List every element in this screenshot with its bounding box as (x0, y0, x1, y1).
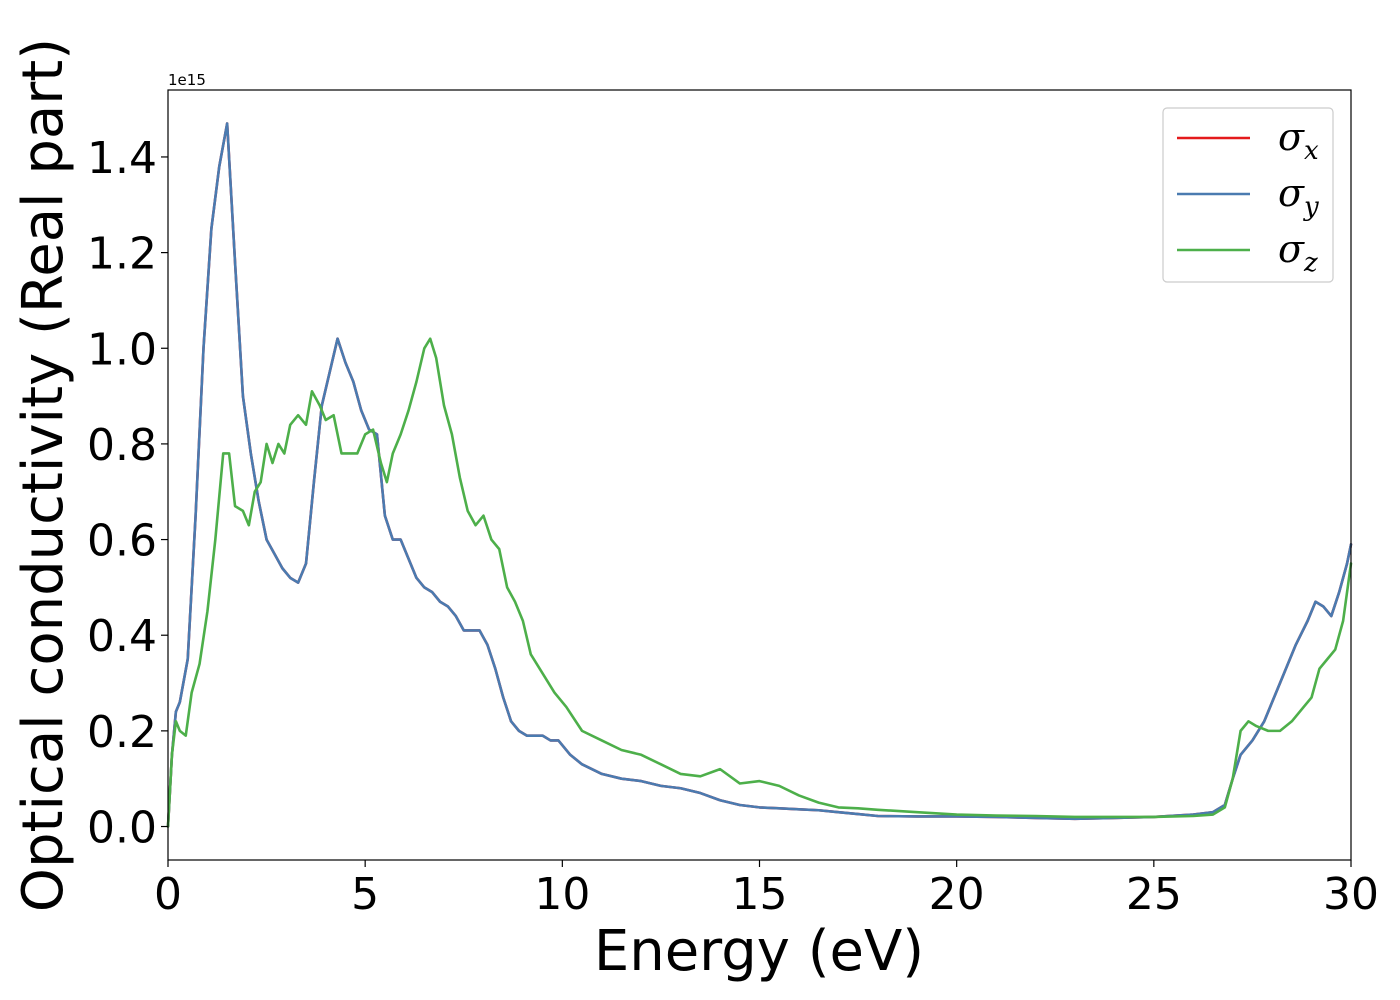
legend-label-x: σx (1278, 115, 1319, 166)
y-axis-label: Optical conductivity (Real part) (11, 38, 76, 912)
y-tick-label: 0.6 (87, 516, 157, 567)
y-offset-label: 1e15 (168, 71, 206, 89)
y-tick-label: 0.4 (87, 611, 157, 662)
y-tick-label: 0.2 (87, 707, 157, 758)
y-tick-label: 1.0 (87, 324, 157, 375)
y-tick-label: 0.8 (87, 420, 157, 471)
x-tick-label: 30 (1323, 869, 1379, 920)
series-line-y (166, 122, 1353, 828)
y-tick-label: 0.0 (87, 803, 157, 854)
x-tick-label: 10 (534, 869, 590, 920)
x-tick-label: 25 (1126, 869, 1182, 920)
series-line-z (166, 337, 1353, 828)
y-tick-label: 1.2 (87, 229, 157, 280)
plot-area (168, 90, 1351, 860)
x-tick-label: 0 (154, 869, 182, 920)
series-layer (166, 122, 1353, 828)
y-axis: 0.0 0.2 0.4 0.6 0.8 1.0 1.2 1.4 (87, 133, 168, 854)
x-tick-label: 15 (732, 869, 788, 920)
x-axis-label: Energy (eV) (594, 919, 924, 984)
y-tick-label: 1.4 (87, 133, 157, 184)
x-tick-label: 20 (929, 869, 985, 920)
legend-label-z: σz (1278, 227, 1318, 278)
legend-label-y: σy (1278, 171, 1319, 222)
x-tick-label: 5 (351, 869, 379, 920)
x-axis: 0 5 10 15 20 25 30 (154, 860, 1379, 920)
